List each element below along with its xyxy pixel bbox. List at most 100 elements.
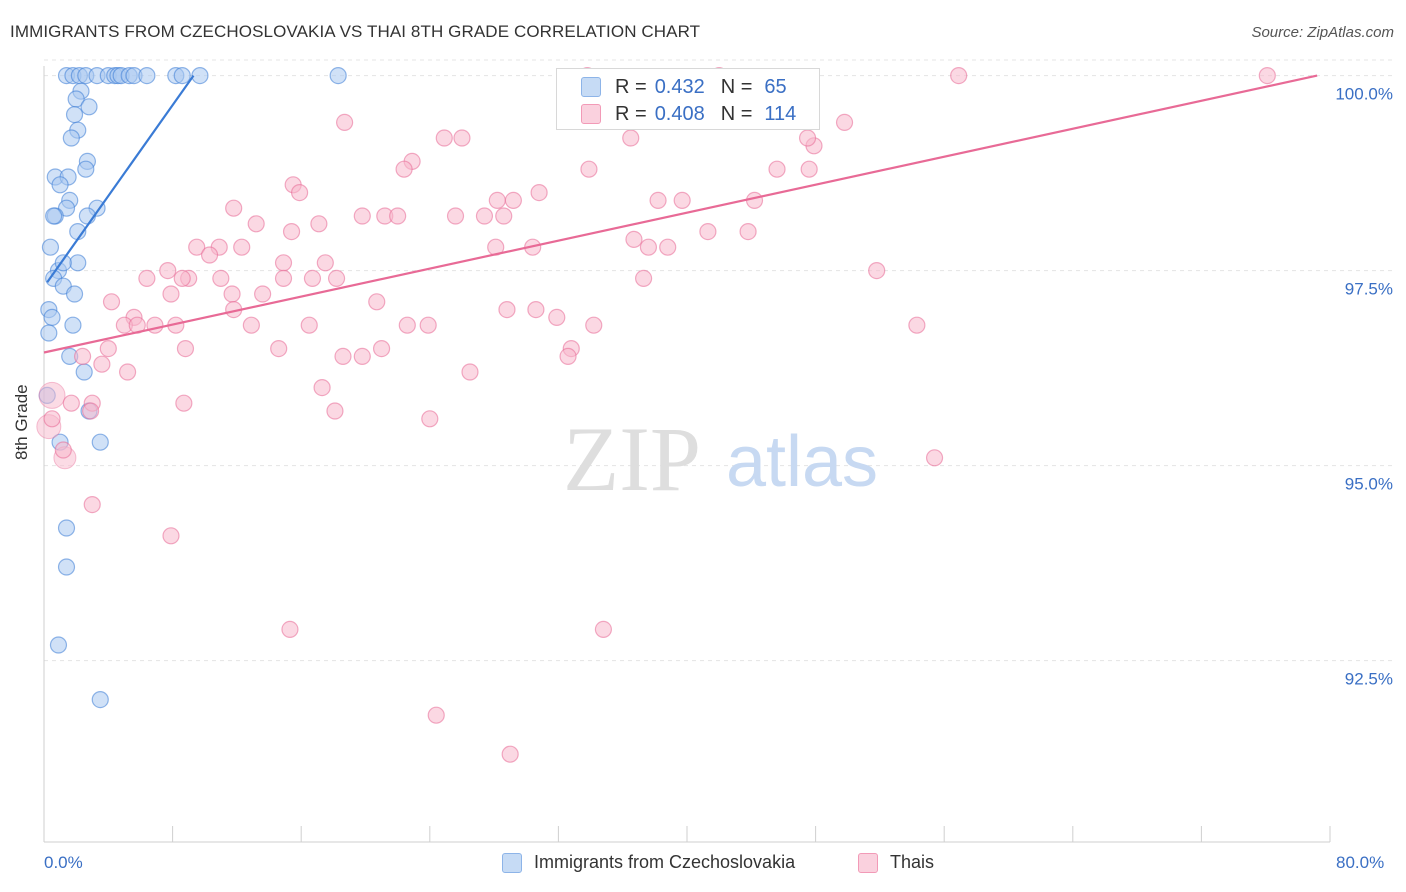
thai-point [83,496,101,514]
czechoslovakia-point [91,690,109,709]
thai-point [504,191,522,209]
y-tick-label: 97.5% [1345,280,1393,299]
legend-label: Thais [890,852,935,872]
thai-point [372,340,391,358]
watermark-atlas: atlas [726,422,878,502]
thai-point [699,223,717,241]
thai-point [639,238,658,256]
thai-point [798,129,817,147]
r-value: 0.432 [654,75,705,98]
chart-title: IMMIGRANTS FROM CZECHOSLOVAKIA VS THAI 8… [10,22,701,41]
czechoslovakia-point [62,129,80,147]
thai-point [62,394,80,412]
thai-point [162,285,180,303]
thai-point [176,340,195,358]
czechoslovakia-point [51,176,69,194]
thai-point [73,347,92,365]
thai-point [225,199,243,217]
thai-point [622,129,640,147]
czechoslovakia-point [57,558,76,576]
thai-point [200,246,219,264]
trend-lines [43,74,1318,354]
legend-swatch-thais [581,104,601,124]
thai-trend-line [43,74,1318,354]
thai-point [159,262,177,280]
stats-row-thais: R = 0.408 N = 114 [581,102,796,126]
thai-point [223,285,241,303]
thai-point [99,340,117,358]
thai-point [800,160,818,178]
thai-point [233,238,251,256]
thai-point [327,269,346,287]
thai-point [453,129,471,147]
n-value: 65 [764,75,787,98]
axes [43,66,1331,843]
thai-point [368,293,386,311]
czechoslovakia-point [69,254,87,272]
thai-point [548,308,566,326]
czechoslovakia-trend-line [46,74,195,283]
thai-point [43,410,61,428]
y-tick-label: 95.0% [1345,475,1393,494]
stats-row-czechoslovakia: R = 0.432 N = 65 [581,75,787,99]
thai-point [389,207,407,225]
legend-item-thais[interactable]: Thais [858,852,934,873]
thai-point [274,254,293,272]
czechoslovakia-point [173,66,191,85]
x-tick-label-max: 80.0% [1336,853,1385,872]
thai-point [54,441,72,459]
thai-point [659,238,677,256]
thai-point [93,355,111,373]
thai-point [495,207,513,225]
czechoslovakia-point [80,98,98,116]
thai-point [498,301,516,319]
czechoslovakia-point [65,285,84,303]
thai-point [334,347,352,365]
y-axis-label: 8th Grade [12,384,31,460]
thai-point [162,527,180,545]
thai-point [488,191,506,209]
thai-point [419,316,437,334]
n-key: N = [720,102,753,125]
thai-point [768,160,786,178]
czechoslovakia-point [64,316,82,334]
thai-point [527,301,545,319]
thai-point [326,402,344,420]
thai-point [398,316,416,334]
thai-point [835,113,854,132]
czechoslovakia-point [191,66,209,85]
legend-swatch-thais [858,852,878,873]
r-value: 0.408 [654,102,705,125]
thai-point [242,316,260,334]
thai-point [138,269,156,287]
czechoslovakia-point [57,519,76,537]
legend-swatch-czechoslovakia [581,77,601,97]
series-thais-points [43,66,1276,763]
czechoslovakia-point [91,433,109,451]
thai-point [625,230,643,248]
series-legend: Immigrants from Czechoslovakia Thais [0,852,1406,876]
thai-point [175,394,193,412]
czechoslovakia-point [43,308,61,326]
y-tick-label: 100.0% [1335,85,1393,104]
czechoslovakia-point [77,160,95,178]
thai-point [585,316,603,334]
thai-point [254,285,272,303]
r-key: R = [615,102,647,125]
thai-point [395,160,413,178]
thai-point [446,207,465,225]
thai-point [673,191,691,209]
thai-point [925,449,944,467]
thai-point [300,316,318,334]
grid-lines [44,59,1394,662]
thai-point [580,160,598,178]
thai-point [475,207,494,225]
stats-legend: R = 0.432 N = 65 R = 0.408 N = 114 [556,68,820,130]
watermark: ZIP atlas [563,408,878,510]
legend-item-czechoslovakia[interactable]: Immigrants from Czechoslovakia [502,852,795,873]
thai-point [908,316,926,334]
czechoslovakia-point [41,238,60,256]
thai-point [274,269,293,287]
thai-point [270,340,288,358]
